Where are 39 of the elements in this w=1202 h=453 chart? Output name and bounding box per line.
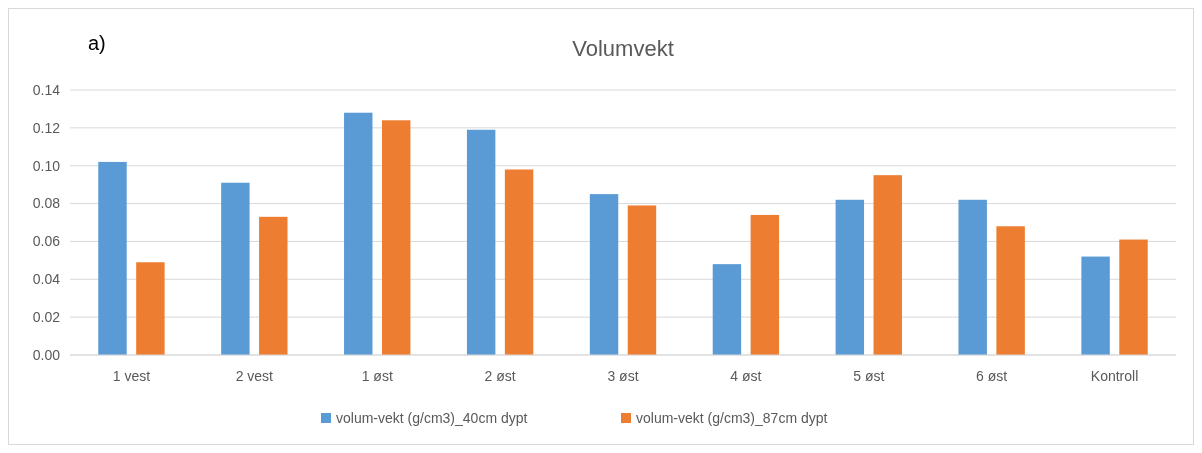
bar bbox=[712, 264, 742, 355]
bar bbox=[835, 199, 865, 355]
bar bbox=[1081, 256, 1110, 355]
bar bbox=[873, 175, 902, 355]
x-tick-label: 5 øst bbox=[853, 368, 885, 384]
text: a) bbox=[88, 32, 106, 54]
bar bbox=[98, 161, 127, 355]
x-tick-label: 1 øst bbox=[361, 368, 393, 384]
bar bbox=[958, 199, 987, 355]
y-tick-label: 0.04 bbox=[32, 271, 61, 288]
x-tick-label: Kontroll bbox=[1090, 368, 1139, 384]
x-tick-label: 6 øst bbox=[976, 368, 1008, 384]
bar bbox=[381, 120, 411, 355]
legend-label: volum-vekt (g/cm3)_87cm dypt bbox=[636, 410, 828, 426]
legend-label: volum-vekt (g/cm3)_40cm dypt bbox=[336, 410, 528, 426]
y-tick-label: 0.00 bbox=[32, 346, 61, 363]
y-tick-label: 0.08 bbox=[32, 195, 61, 212]
bar bbox=[504, 169, 534, 355]
bar bbox=[136, 262, 165, 355]
y-tick-label: 0.14 bbox=[32, 81, 61, 98]
y-tick-label: 0.06 bbox=[32, 233, 61, 250]
bar bbox=[627, 205, 657, 355]
bar bbox=[750, 214, 780, 355]
x-tick-label: 1 vest bbox=[112, 368, 151, 384]
x-tick-label: 2 vest bbox=[235, 368, 274, 384]
chart-title: Volumvekt bbox=[572, 36, 674, 61]
bar bbox=[259, 216, 288, 355]
bar bbox=[1119, 239, 1148, 355]
bar bbox=[589, 194, 619, 355]
y-tick-label: 0.10 bbox=[32, 157, 61, 174]
bar bbox=[466, 129, 496, 355]
bar bbox=[221, 182, 250, 355]
y-tick-label: 0.12 bbox=[32, 119, 61, 136]
bar bbox=[344, 112, 373, 355]
bar bbox=[996, 226, 1025, 355]
y-tick-label: 0.02 bbox=[32, 309, 61, 326]
x-tick-label: 4 øst bbox=[730, 368, 762, 384]
x-tick-label: 2 øst bbox=[484, 368, 516, 384]
x-tick-label: 3 øst bbox=[607, 368, 639, 384]
